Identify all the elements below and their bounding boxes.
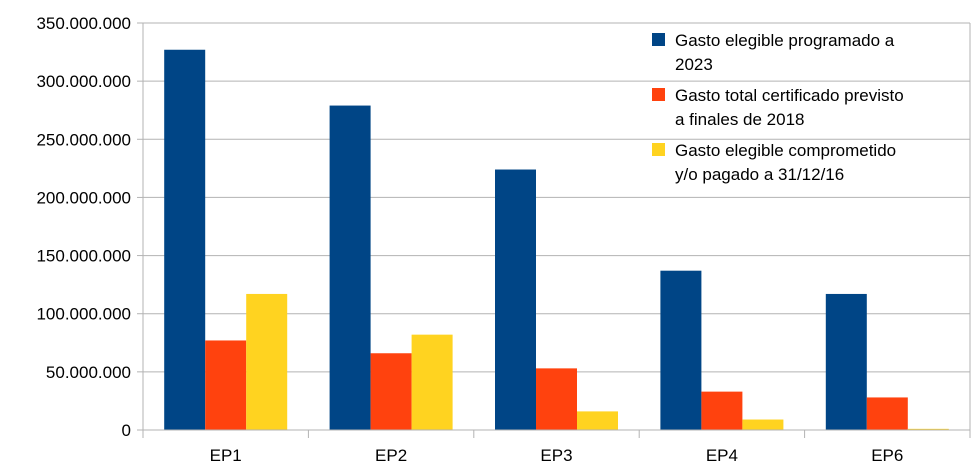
bar-ep6-series-2 xyxy=(866,397,908,430)
x-tick-labels: EP1 EP2 EP3 EP4 EP6 xyxy=(210,446,904,465)
y-tick-label: 200.000.000 xyxy=(36,188,131,207)
legend-label: a finales de 2018 xyxy=(675,110,805,129)
y-tick-label: 100.000.000 xyxy=(36,305,131,324)
y-tick-label: 0 xyxy=(122,421,131,440)
bar-ep1-series-2 xyxy=(205,340,247,430)
legend-swatch xyxy=(652,143,665,156)
legend-label: 2023 xyxy=(675,55,713,74)
legend: Gasto elegible programado a 2023 Gasto tot… xyxy=(652,31,904,184)
axes xyxy=(137,22,971,438)
bar-ep3-series-2 xyxy=(536,368,577,430)
x-tick-label: EP3 xyxy=(540,446,572,465)
legend-label: Gasto elegible programado a xyxy=(675,31,895,50)
bar-ep6-series-3 xyxy=(907,428,949,430)
bar-ep2-series-2 xyxy=(370,353,412,430)
x-tick-label: EP4 xyxy=(706,446,738,465)
bar-ep4-series-2 xyxy=(701,391,743,430)
y-tick-label: 50.000.000 xyxy=(46,363,131,382)
y-tick-label: 350.000.000 xyxy=(36,14,131,33)
bar-ep2-series-3 xyxy=(411,334,453,430)
y-tick-labels: 0 50.000.000 100.000.000 150.000.000 200.000… xyxy=(36,14,131,440)
y-tick-label: 250.000.000 xyxy=(36,130,131,149)
legend-swatch xyxy=(652,33,665,46)
x-tick-label: EP2 xyxy=(375,446,407,465)
bar-ep2-series-1 xyxy=(329,105,371,430)
bars xyxy=(164,49,949,430)
bar-ep1-series-3 xyxy=(246,293,288,430)
legend-swatch xyxy=(652,88,665,101)
bar-ep1-series-1 xyxy=(164,49,206,430)
legend-label: Gasto total certificado previsto xyxy=(675,86,904,105)
bar-ep4-series-3 xyxy=(742,419,784,430)
bar-ep3-series-3 xyxy=(577,411,618,430)
y-tick-label: 300.000.000 xyxy=(36,72,131,91)
bar-ep3-series-1 xyxy=(495,169,536,430)
y-tick-label: 150.000.000 xyxy=(36,247,131,266)
x-tick-label: EP6 xyxy=(871,446,903,465)
legend-label: Gasto elegible comprometido xyxy=(675,141,896,160)
x-tick-label: EP1 xyxy=(210,446,242,465)
bar-ep4-series-1 xyxy=(660,270,702,430)
legend-label: y/o pagado a 31/12/16 xyxy=(675,165,844,184)
bar-ep6-series-1 xyxy=(825,293,867,430)
